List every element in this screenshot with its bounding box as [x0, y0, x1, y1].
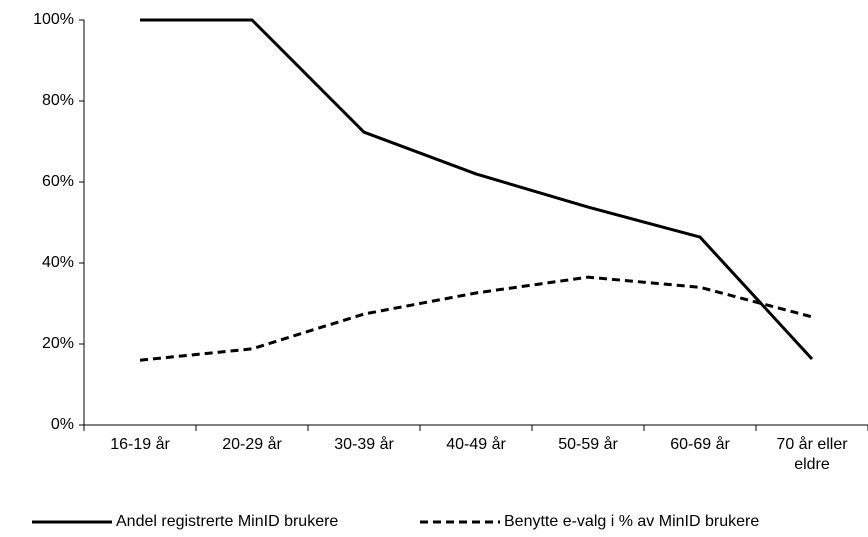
x-tick-label: 16-19 år: [110, 436, 170, 453]
y-tick-label: 0%: [51, 416, 74, 433]
x-tick-label: 50-59 år: [558, 436, 618, 453]
series-line: [140, 18, 814, 360]
y-tick-label: 60%: [42, 173, 74, 190]
legend-label: Benytte e-valg i % av MinID brukere: [504, 513, 759, 530]
x-tick-label: 20-29 år: [222, 436, 282, 453]
legend-label: Andel registrerte MinID brukere: [116, 513, 338, 530]
x-tick-label: 40-49 år: [446, 436, 506, 453]
y-tick-label: 80%: [42, 92, 74, 109]
x-tick-label: 60-69 år: [670, 436, 730, 453]
y-tick-label: 100%: [33, 11, 74, 28]
x-tick-label: 70 år eller eldre: [776, 436, 848, 473]
y-tick-label: 40%: [42, 254, 74, 271]
y-tick-label: 20%: [42, 335, 74, 352]
x-tick-label: 30-39 år: [334, 436, 394, 453]
series-line: [139, 275, 813, 362]
